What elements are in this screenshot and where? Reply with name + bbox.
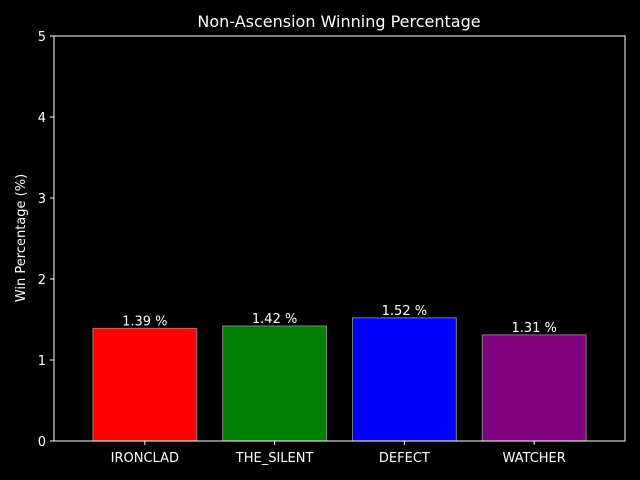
- y-tick-label: 3: [38, 192, 46, 207]
- bar-watcher: [481, 334, 587, 442]
- bar-the-silent: [222, 325, 328, 442]
- data-label: 1.42 %: [252, 312, 297, 327]
- y-tick-label: 2: [38, 273, 46, 288]
- axes-frame: [53, 35, 626, 442]
- data-label: 1.39 %: [122, 314, 167, 329]
- y-tick-label: 0: [38, 435, 46, 450]
- chart-title: Non-Ascension Winning Percentage: [197, 12, 480, 31]
- y-axis-title: Win Percentage (%): [14, 174, 29, 302]
- y-tick-label: 5: [38, 30, 46, 45]
- x-tick-label: WATCHER: [503, 451, 566, 466]
- y-tick-label: 4: [38, 111, 46, 126]
- data-label: 1.31 %: [511, 321, 556, 336]
- x-tick-label: DEFECT: [379, 451, 430, 466]
- x-tick-label: IRONCLAD: [111, 451, 179, 466]
- x-tick-label: THE_SILENT: [235, 451, 314, 466]
- data-label: 1.52 %: [382, 304, 427, 319]
- y-tick-label: 1: [38, 354, 46, 369]
- bar-ironclad: [92, 327, 198, 442]
- bar-defect: [351, 317, 457, 442]
- plot-area: 1.39 % IRONCLAD 1.42 % THE_SILENT 1.52 % DEFE…: [38, 30, 626, 466]
